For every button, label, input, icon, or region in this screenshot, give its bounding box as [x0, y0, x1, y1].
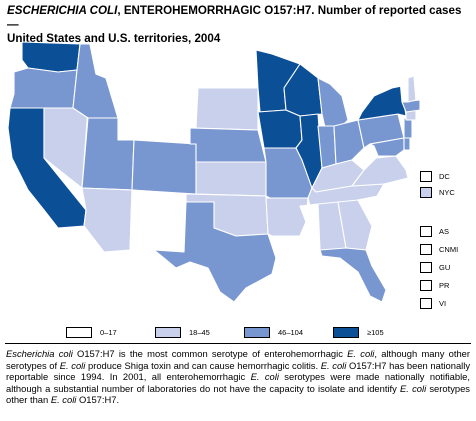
state-co — [131, 139, 197, 195]
state-sd — [195, 87, 259, 131]
legend-label: 0–17 — [100, 328, 117, 337]
footnote-part: E. coli — [320, 359, 347, 371]
territory-label: DC — [439, 172, 450, 181]
state-ia — [257, 109, 303, 149]
territory-label: GU — [439, 263, 451, 272]
footnote-part: E. coli — [59, 359, 86, 371]
territory-gu: GU — [420, 261, 472, 275]
footnote: Escherichia coli O157:H7 is the most com… — [6, 348, 470, 406]
territory-cnmi: CNMI — [420, 243, 472, 257]
territory-label: AS — [439, 227, 450, 236]
state-nd — [197, 47, 259, 89]
territory-swatch — [420, 187, 432, 198]
territory-label: CNMI — [439, 245, 459, 254]
state-wy — [117, 91, 191, 145]
footnote-part: serotypes other than — [6, 382, 470, 406]
legend-label: ≥105 — [367, 328, 384, 337]
territory-label: NYC — [439, 188, 455, 197]
footnote-part: E. coli — [250, 371, 279, 383]
state-ga — [337, 199, 373, 251]
legend-swatch — [66, 327, 92, 338]
state-or — [9, 67, 78, 109]
state-vt — [399, 77, 409, 103]
states-layer — [7, 41, 420, 302]
footnote-part: O157:H7 has been nationally reportable s… — [6, 359, 471, 383]
state-ny — [357, 85, 407, 121]
legend-label: 18–45 — [189, 328, 210, 337]
state-il — [295, 113, 323, 189]
territory-label: VI — [439, 299, 447, 308]
territory-swatch — [420, 244, 432, 255]
legend-swatch — [244, 327, 270, 338]
state-ms — [299, 203, 321, 253]
territory-swatch — [420, 226, 432, 237]
footnote-part: , although many other serotypes of — [6, 348, 471, 371]
title-pathogen: ESCHERICHIA COLI — [7, 4, 118, 17]
state-az — [81, 187, 133, 253]
footnote-part: O157:H7. — [76, 394, 120, 406]
footnote-part: serotypes were made nationally notifiabl… — [6, 371, 470, 394]
state-nj — [403, 117, 413, 139]
title-line2: United States and U.S. territories, 2004 — [7, 32, 221, 45]
territory-vi: VI — [420, 297, 472, 311]
footnote-part: E. coli — [400, 382, 427, 394]
state-tx — [153, 201, 277, 302]
state-nm — [129, 189, 187, 259]
legend-swatch — [155, 327, 181, 338]
territory-label: PR — [439, 281, 450, 290]
state-ks — [195, 161, 267, 197]
footnote-part: Escherichia coli — [6, 348, 73, 359]
footnote-part: O157:H7 is the most common serotype of e… — [72, 348, 348, 359]
map-title: ESCHERICHIA COLI, ENTEROHEMORRHAGIC O157… — [7, 4, 469, 46]
state-wa — [21, 41, 81, 73]
territory-swatch — [420, 280, 432, 291]
territory-swatch — [420, 171, 432, 182]
footnote-divider — [5, 343, 471, 344]
legend-label: 46–104 — [278, 328, 304, 337]
legend-swatch — [333, 327, 359, 338]
territory-nyc: NYC — [420, 186, 472, 200]
state-ri — [415, 109, 420, 119]
state-de — [403, 137, 411, 151]
territory-swatch — [420, 298, 432, 309]
territory-as: AS — [420, 225, 472, 239]
territory-swatch — [420, 262, 432, 273]
state-ar — [265, 197, 309, 237]
us-choropleth-map — [7, 41, 420, 302]
title-rest: , ENTEROHEMORRHAGIC O157:H7. Number of r… — [7, 4, 462, 31]
footnote-part: E. coli — [50, 394, 77, 406]
state-me — [409, 43, 420, 101]
state-fl — [319, 247, 387, 302]
territory-pr: PR — [420, 279, 472, 293]
state-ne — [189, 127, 267, 163]
footnote-part: produce Shiga toxin and can cause hemorr… — [85, 359, 321, 371]
territory-dc: DC — [420, 170, 472, 184]
footnote-part: E. coli — [347, 348, 375, 359]
